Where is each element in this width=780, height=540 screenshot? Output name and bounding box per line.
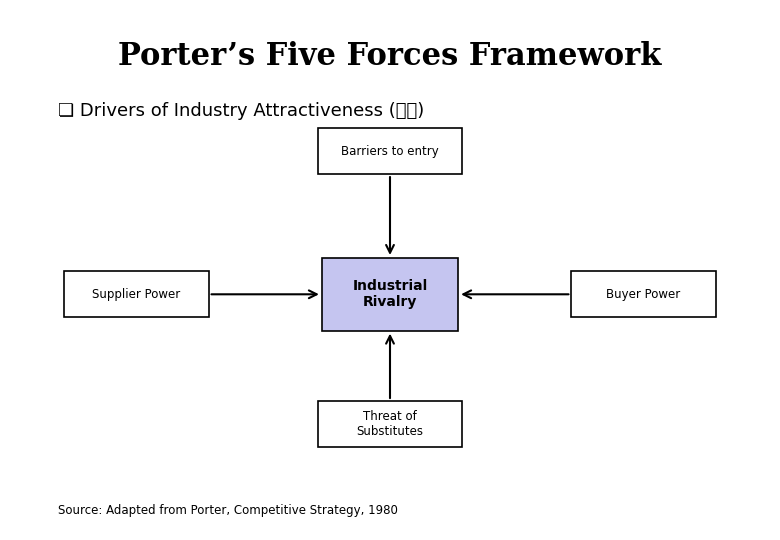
Text: ❏ Drivers of Industry Attractiveness (계속): ❏ Drivers of Industry Attractiveness (계속…	[58, 102, 425, 120]
Bar	[318, 128, 462, 174]
Text: Porter’s Five Forces Framework: Porter’s Five Forces Framework	[119, 41, 661, 72]
Bar	[64, 271, 208, 317]
Bar	[321, 258, 458, 330]
Bar	[318, 401, 462, 447]
Text: Threat of
Substitutes: Threat of Substitutes	[356, 410, 424, 438]
Text: Buyer Power: Buyer Power	[606, 288, 681, 301]
Text: Industrial
Rivalry: Industrial Rivalry	[353, 279, 427, 309]
Text: Supplier Power: Supplier Power	[92, 288, 181, 301]
Text: Source: Adapted from Porter, Competitive Strategy, 1980: Source: Adapted from Porter, Competitive…	[58, 504, 399, 517]
Text: Barriers to entry: Barriers to entry	[341, 145, 439, 158]
Bar	[571, 271, 716, 317]
